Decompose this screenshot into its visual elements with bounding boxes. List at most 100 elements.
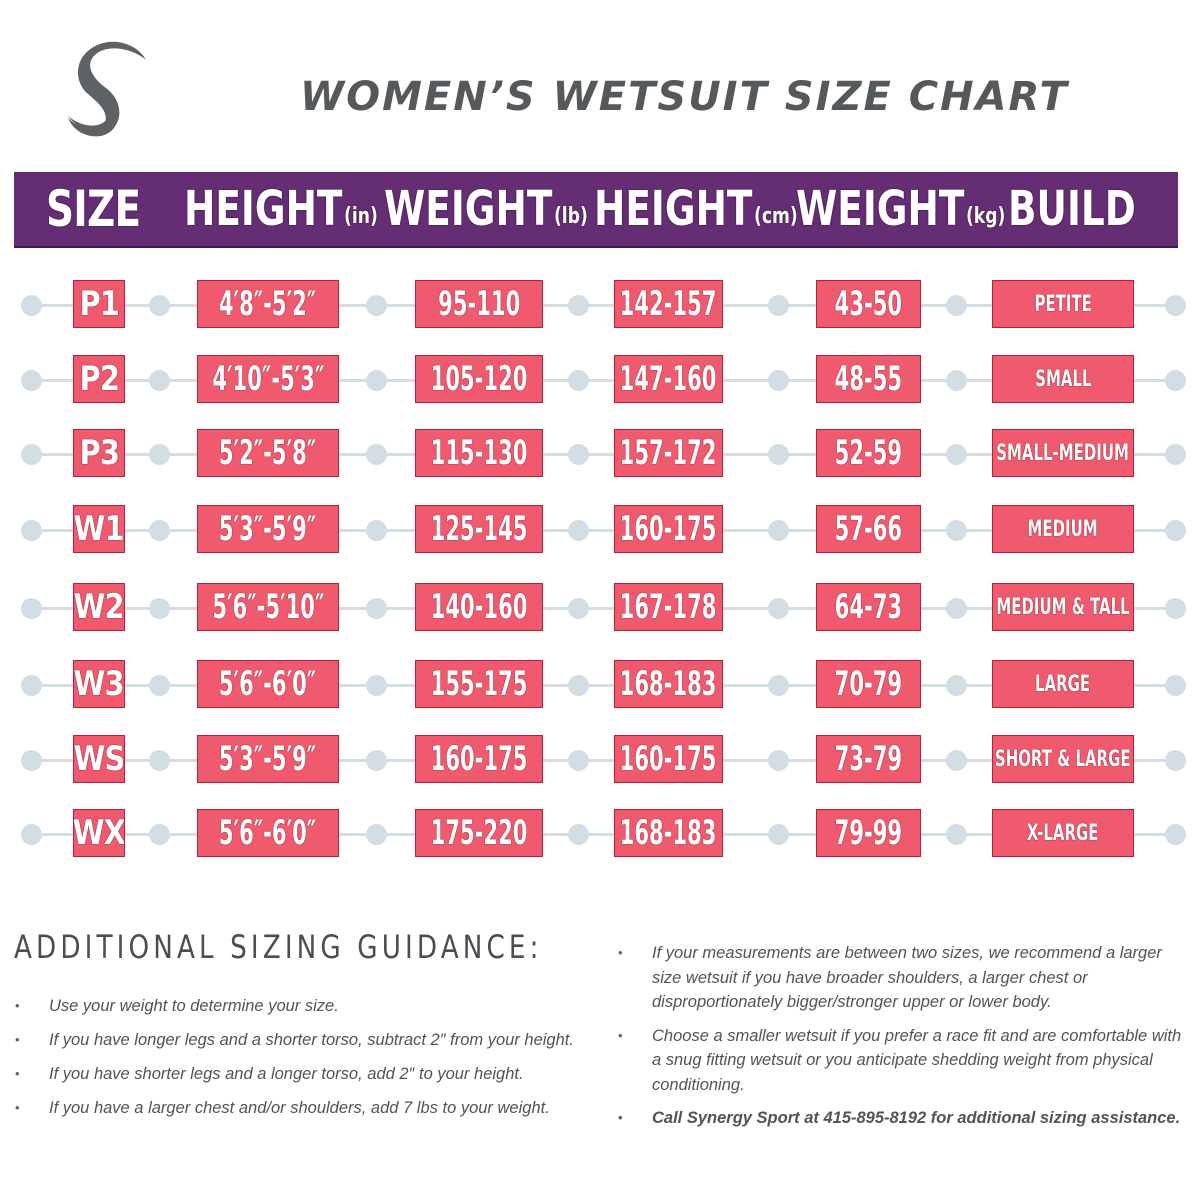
connector-dot-icon	[568, 370, 589, 391]
connector-dot-icon	[21, 520, 42, 541]
size-value: WX	[73, 813, 125, 853]
header-size: SIZE	[46, 172, 141, 246]
connector-dot-icon	[21, 295, 42, 316]
guidance-item: If you have a larger chest and/or should…	[15, 1096, 615, 1130]
weight-lb-cell: 140-160	[415, 583, 543, 631]
table-row: WX 5′6″-6′0″ 175-220 168-183 79-99 X-LAR…	[0, 809, 1200, 859]
connector-dot-icon	[1165, 824, 1186, 845]
height-cm-value: 147-160	[620, 359, 717, 399]
connector-dot-icon	[366, 675, 387, 696]
weight-lb-value: 115-130	[430, 433, 528, 473]
height-cm-value: 142-157	[620, 284, 717, 324]
build-cell: LARGE	[992, 660, 1134, 708]
connector-dot-icon	[768, 370, 789, 391]
build-cell: MEDIUM	[992, 505, 1134, 553]
header-build-label: BUILD	[1008, 181, 1136, 237]
weight-kg-value: 52-59	[834, 433, 903, 473]
height-in-cell: 4′10″-5′3″	[197, 355, 339, 403]
connector-dot-icon	[149, 675, 170, 696]
build-cell: MEDIUM & TALL	[992, 583, 1134, 631]
size-value: W1	[73, 509, 125, 549]
height-cm-value: 168-183	[620, 813, 717, 853]
height-cm-cell: 168-183	[614, 660, 723, 708]
guidance-item: Choose a smaller wetsuit if you prefer a…	[618, 1024, 1190, 1098]
weight-kg-cell: 64-73	[816, 583, 921, 631]
weight-lb-cell: 125-145	[415, 505, 543, 553]
connector-dot-icon	[1165, 750, 1186, 771]
height-in-value: 5′6″-6′0″	[219, 664, 317, 704]
weight-lb-value: 125-145	[430, 509, 528, 549]
connector-dot-icon	[21, 598, 42, 619]
connector-dot-icon	[568, 444, 589, 465]
connector-dot-icon	[946, 824, 967, 845]
size-cell: W2	[73, 583, 125, 631]
connector-dot-icon	[946, 750, 967, 771]
connector-dot-icon	[21, 675, 42, 696]
guidance-title: ADDITIONAL SIZING GUIDANCE:	[14, 928, 543, 966]
size-value: P3	[79, 433, 119, 473]
connector-line	[30, 453, 1176, 456]
weight-kg-cell: 48-55	[816, 355, 921, 403]
connector-dot-icon	[1165, 295, 1186, 316]
height-cm-cell: 167-178	[614, 583, 723, 631]
weight-kg-cell: 43-50	[816, 280, 921, 328]
connector-dot-icon	[149, 520, 170, 541]
connector-dot-icon	[21, 824, 42, 845]
size-value: P2	[79, 359, 119, 399]
height-cm-cell: 142-157	[614, 280, 723, 328]
size-cell: P3	[73, 429, 125, 477]
height-in-cell: 5′2″-5′8″	[197, 429, 339, 477]
size-cell: P1	[73, 280, 125, 328]
header-height-cm: HEIGHT (cm)	[594, 172, 798, 246]
connector-dot-icon	[366, 444, 387, 465]
connector-dot-icon	[21, 444, 42, 465]
weight-lb-cell: 160-175	[415, 735, 543, 783]
header-weight-lb: WEIGHT (lb)	[384, 172, 588, 246]
connector-line	[30, 379, 1176, 382]
size-cell: P2	[73, 355, 125, 403]
guidance-item: If your measurements are between two siz…	[618, 941, 1190, 1015]
connector-dot-icon	[568, 824, 589, 845]
weight-lb-cell: 155-175	[415, 660, 543, 708]
connector-dot-icon	[366, 750, 387, 771]
height-in-value: 5′3″-5′9″	[219, 509, 317, 549]
header-weight-kg: WEIGHT (kg)	[796, 172, 1005, 246]
guidance-list-right: If your measurements are between two siz…	[618, 941, 1190, 1140]
connector-dot-icon	[768, 295, 789, 316]
height-in-cell: 5′6″-6′0″	[197, 809, 339, 857]
height-cm-cell: 157-172	[614, 429, 723, 477]
connector-dot-icon	[946, 675, 967, 696]
height-cm-cell: 147-160	[614, 355, 723, 403]
weight-kg-value: 43-50	[834, 284, 903, 324]
height-in-cell: 4′8″-5′2″	[197, 280, 339, 328]
weight-kg-cell: 57-66	[816, 505, 921, 553]
connector-dot-icon	[768, 824, 789, 845]
header-weight-lb-unit: (lb)	[553, 203, 588, 229]
header-weight-kg-label: WEIGHT	[796, 181, 965, 237]
connector-dot-icon	[946, 598, 967, 619]
size-cell: W1	[73, 505, 125, 553]
guidance-item: If you have longer legs and a shorter to…	[15, 1028, 615, 1062]
connector-dot-icon	[21, 370, 42, 391]
build-value: SHORT & LARGE	[995, 746, 1131, 772]
weight-lb-cell: 95-110	[415, 280, 543, 328]
height-cm-cell: 168-183	[614, 809, 723, 857]
header-weight-kg-unit: (kg)	[965, 203, 1006, 229]
header-height-in-label: HEIGHT	[184, 181, 343, 237]
height-cm-value: 167-178	[620, 587, 717, 627]
height-cm-value: 160-175	[620, 509, 717, 549]
table-row: P2 4′10″-5′3″ 105-120 147-160 48-55 SMAL…	[0, 355, 1200, 405]
connector-dot-icon	[1165, 370, 1186, 391]
header-height-cm-unit: (cm)	[754, 203, 798, 229]
weight-kg-cell: 79-99	[816, 809, 921, 857]
build-value: SMALL-MEDIUM	[996, 440, 1130, 466]
connector-dot-icon	[21, 750, 42, 771]
connector-dot-icon	[149, 598, 170, 619]
connector-dot-icon	[946, 444, 967, 465]
synergy-s-logo-icon	[62, 34, 172, 144]
height-in-value: 4′8″-5′2″	[219, 284, 317, 324]
weight-lb-value: 140-160	[430, 587, 528, 627]
build-cell: SMALL	[992, 355, 1134, 403]
connector-dot-icon	[768, 750, 789, 771]
table-row: P3 5′2″-5′8″ 115-130 157-172 52-59 SMALL…	[0, 429, 1200, 479]
